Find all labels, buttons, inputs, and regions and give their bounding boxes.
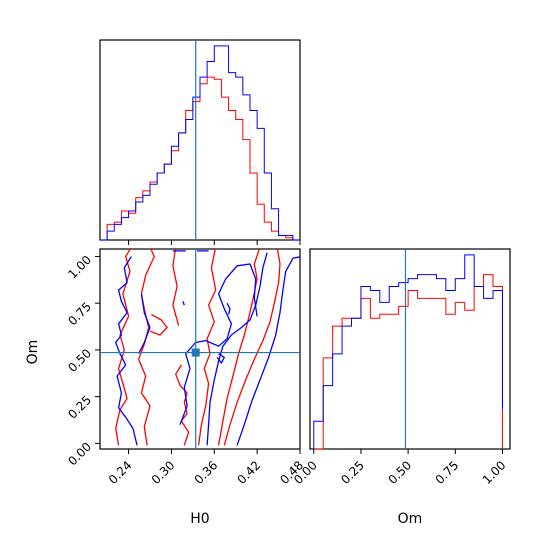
y-tick-label: 1.00 (65, 253, 94, 282)
contour-line-red (175, 364, 190, 446)
contour-line-red (197, 249, 217, 446)
contour-marks: 0.24 0.30 0.36 0.42 0.480.000.250.500.751.00 (65, 249, 306, 487)
y-axis-title-om: Om (25, 340, 41, 365)
x-tick-label: 0.30 (149, 458, 178, 487)
y-tick-label: 0.25 (65, 393, 94, 422)
x-axis-title-om: Om (398, 511, 423, 527)
y-tick-label: 0.75 (65, 299, 94, 328)
x-tick-label: 1.00 (480, 458, 509, 487)
contour-line-blue (138, 293, 151, 354)
contour-line-blue (179, 263, 258, 425)
x-axis-title-h0: H0 (190, 511, 209, 527)
contour-line-red (149, 313, 168, 336)
om-histogram-frame (309, 248, 511, 450)
h0-histogram-frame (99, 39, 301, 241)
contour-line-red (172, 249, 180, 326)
x-tick-label: 0.24 (106, 458, 135, 487)
contour-line-blue (226, 302, 231, 315)
contour-line-blue (206, 252, 268, 446)
contour-line-red (217, 249, 261, 446)
contour-lines (115, 249, 300, 446)
contour-line-blue (115, 256, 138, 446)
h0-om-contour-panel: 0.24 0.30 0.36 0.42 0.480.000.250.500.751.00… (25, 248, 306, 527)
x-tick-label: 0.25 (338, 458, 367, 487)
contour-line-blue (236, 256, 300, 446)
x-tick-label: 0.42 (234, 458, 263, 487)
contour-line-red (223, 249, 281, 446)
y-tick-label: 0.50 (65, 346, 94, 375)
histogram-series-red (313, 274, 503, 450)
histogram-series-blue (313, 254, 503, 449)
x-tick-label: 0.36 (192, 458, 221, 487)
h0-histogram-marks (100, 40, 301, 245)
y-tick-label: 0.00 (65, 440, 94, 469)
contour-line-blue (216, 353, 225, 364)
x-tick-label: 0.50 (385, 458, 414, 487)
contour-line-blue (182, 301, 185, 306)
contour-line-red (115, 249, 132, 446)
histogram-series-blue (100, 45, 300, 241)
om-histogram-marks: 0.00 0.25 0.50 0.75 1.00 (291, 249, 509, 487)
om-histogram-panel: 0.00 0.25 0.50 0.75 1.00 Om (291, 248, 511, 527)
histogram-series-red (100, 76, 300, 241)
contour-line-red (137, 249, 155, 446)
contour-frame (99, 248, 301, 450)
x-tick-label: 0.75 (433, 458, 462, 487)
h0-histogram-panel (99, 39, 301, 245)
truth-marker (191, 348, 200, 357)
